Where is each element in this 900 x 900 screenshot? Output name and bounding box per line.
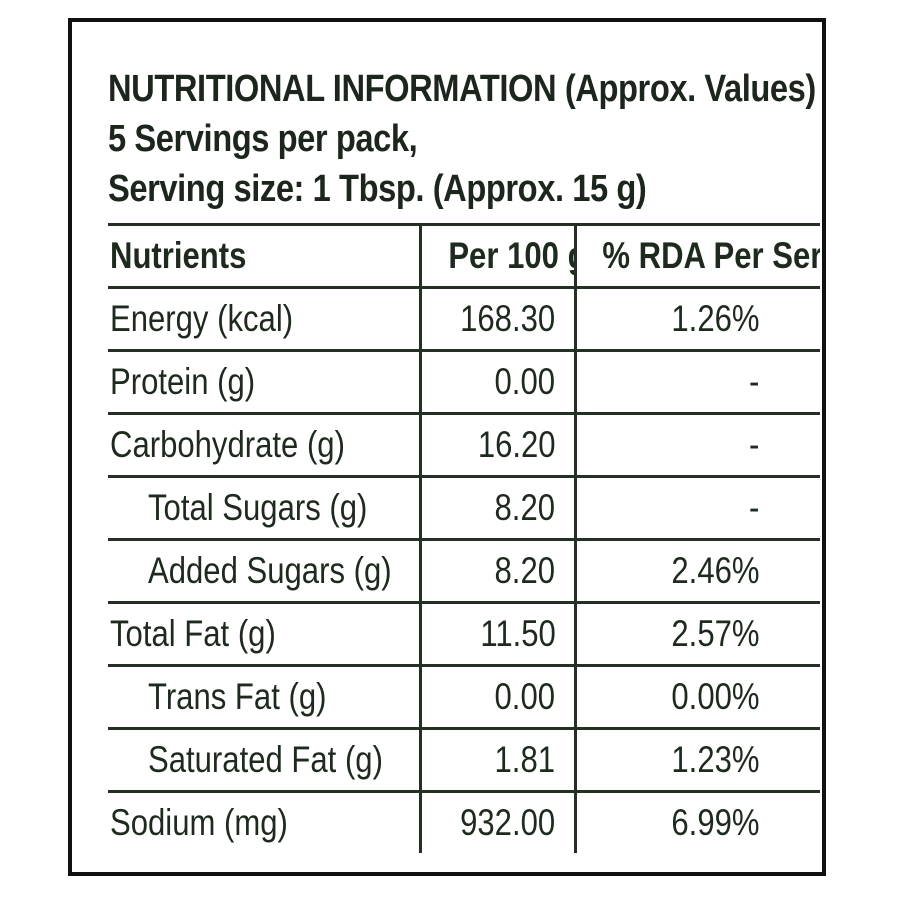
table-header-row: Nutrients Per 100 g % RDA Per Serve* [108, 223, 820, 289]
nutrient-name: Protein (g) [108, 349, 420, 415]
nutrient-name: Added Sugars (g) [108, 538, 420, 604]
per-100g-value: 11.50 [418, 601, 575, 667]
rda-value: 2.46% [573, 538, 820, 604]
nutrient-name: Total Fat (g) [108, 601, 420, 667]
per-100g-value: 0.00 [418, 349, 575, 415]
per-100g-value: 0.00 [418, 664, 575, 730]
table-row: Total Fat (g) 11.50 2.57% [108, 601, 820, 667]
nutrition-title: NUTRITIONAL INFORMATION [108, 68, 557, 110]
rda-value: 1.23% [573, 727, 820, 793]
table-row: Trans Fat (g) 0.00 0.00% [108, 664, 820, 730]
nutrient-name: Saturated Fat (g) [108, 727, 420, 793]
per-100g-value: 932.00 [418, 790, 575, 853]
table-row: Carbohydrate (g) 16.20 - [108, 412, 820, 478]
per-100g-value: 1.81 [418, 727, 575, 793]
serving-size: Serving size: 1 Tbsp. (Approx. 15 g) [108, 168, 647, 210]
servings-per-pack: 5 Servings per pack, [108, 118, 418, 160]
nutrition-header: NUTRITIONAL INFORMATION (Approx. Values)… [108, 64, 828, 214]
table-row: Saturated Fat (g) 1.81 1.23% [108, 727, 820, 793]
column-header-nutrients: Nutrients [108, 223, 420, 289]
nutrition-title-suffix: (Approx. Values) [564, 68, 816, 110]
header-title-line: NUTRITIONAL INFORMATION (Approx. Values) [108, 64, 816, 114]
table-row: Protein (g) 0.00 - [108, 349, 820, 415]
nutrition-table: Nutrients Per 100 g % RDA Per Serve* Ene… [108, 223, 820, 853]
per-100g-value: 8.20 [418, 475, 575, 541]
nutrient-name: Carbohydrate (g) [108, 412, 420, 478]
rda-value: - [573, 412, 820, 478]
rda-value: - [573, 349, 820, 415]
table-row: Total Sugars (g) 8.20 - [108, 475, 820, 541]
rda-value: 6.99% [573, 790, 820, 853]
nutrient-name: Total Sugars (g) [108, 475, 420, 541]
per-100g-value: 168.30 [418, 286, 575, 352]
per-100g-value: 16.20 [418, 412, 575, 478]
table-row: Sodium (mg) 932.00 6.99% [108, 790, 820, 853]
rda-value: - [573, 475, 820, 541]
nutrition-label: NUTRITIONAL INFORMATION (Approx. Values)… [68, 18, 826, 876]
rda-value: 0.00% [573, 664, 820, 730]
table-row: Energy (kcal) 168.30 1.26% [108, 286, 820, 352]
nutrient-name: Sodium (mg) [108, 790, 420, 853]
column-header-rda: % RDA Per Serve* [573, 223, 820, 289]
nutrient-name: Energy (kcal) [108, 286, 420, 352]
column-header-per-100g: Per 100 g [418, 223, 575, 289]
rda-value: 1.26% [573, 286, 820, 352]
rda-value: 2.57% [573, 601, 820, 667]
table-row: Added Sugars (g) 8.20 2.46% [108, 538, 820, 604]
nutrient-name: Trans Fat (g) [108, 664, 420, 730]
per-100g-value: 8.20 [418, 538, 575, 604]
